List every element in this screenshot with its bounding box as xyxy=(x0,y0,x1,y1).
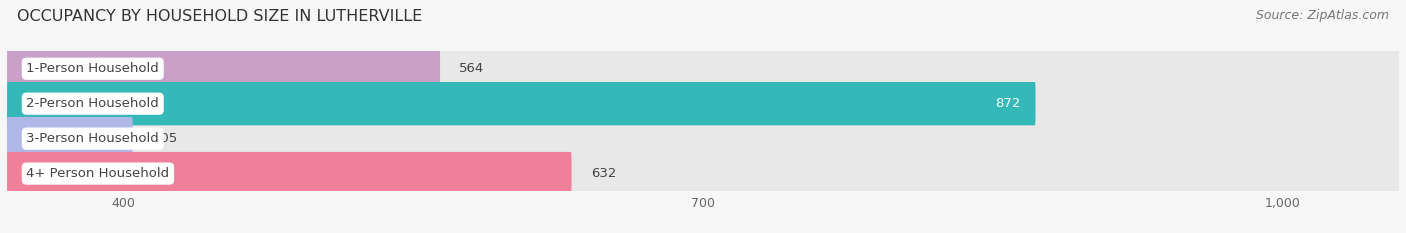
Text: 3-Person Household: 3-Person Household xyxy=(27,132,159,145)
Text: 1-Person Household: 1-Person Household xyxy=(27,62,159,75)
Text: OCCUPANCY BY HOUSEHOLD SIZE IN LUTHERVILLE: OCCUPANCY BY HOUSEHOLD SIZE IN LUTHERVIL… xyxy=(17,9,422,24)
FancyBboxPatch shape xyxy=(7,47,1399,90)
Text: 4+ Person Household: 4+ Person Household xyxy=(27,167,170,180)
Text: 872: 872 xyxy=(994,97,1021,110)
FancyBboxPatch shape xyxy=(7,152,571,195)
FancyBboxPatch shape xyxy=(7,82,1399,125)
Text: 405: 405 xyxy=(152,132,177,145)
Text: 564: 564 xyxy=(460,62,485,75)
FancyBboxPatch shape xyxy=(7,117,1399,160)
Text: 2-Person Household: 2-Person Household xyxy=(27,97,159,110)
FancyBboxPatch shape xyxy=(7,82,1035,125)
FancyBboxPatch shape xyxy=(7,117,132,160)
Text: Source: ZipAtlas.com: Source: ZipAtlas.com xyxy=(1256,9,1389,22)
FancyBboxPatch shape xyxy=(7,47,440,90)
Text: 632: 632 xyxy=(591,167,616,180)
FancyBboxPatch shape xyxy=(7,152,1399,195)
